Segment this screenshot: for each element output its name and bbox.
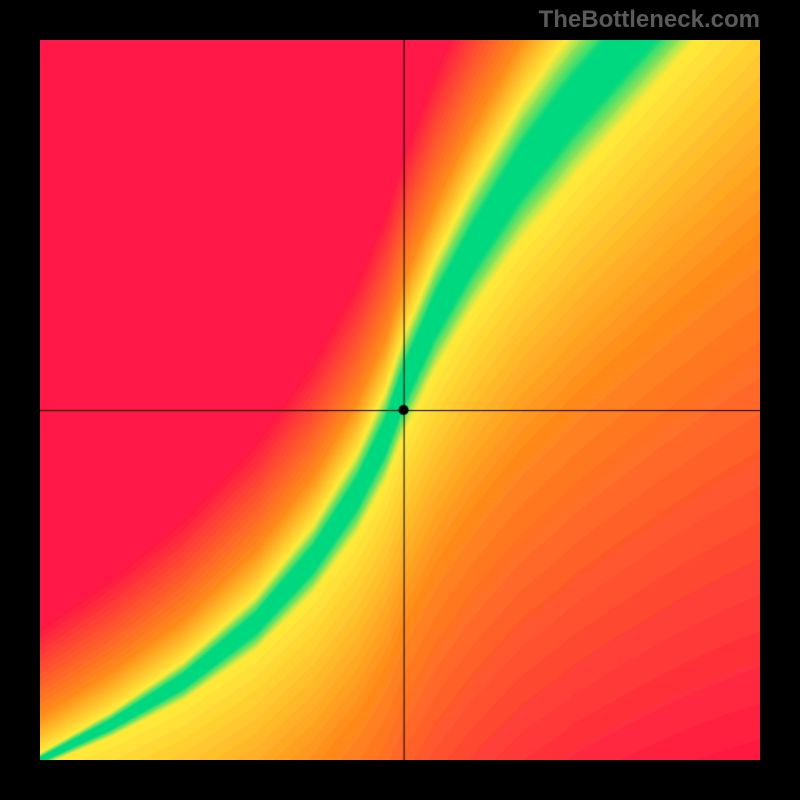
heatmap-canvas <box>40 40 760 760</box>
heatmap-plot <box>40 40 760 760</box>
watermark-text: TheBottleneck.com <box>539 6 760 34</box>
